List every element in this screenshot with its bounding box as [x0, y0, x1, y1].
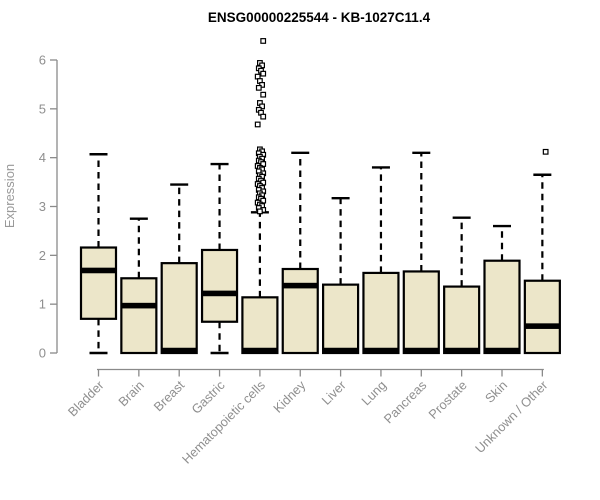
box-group-unknown-other [523, 148, 561, 355]
outlier-point-hematopoietic-cells [259, 62, 265, 69]
iqr-box-bladder [79, 246, 118, 320]
median-line-liver [323, 347, 359, 354]
outlier-point-hematopoietic-cells [260, 179, 267, 186]
x-tick-label-kidney: Kidney [270, 377, 309, 416]
outlier-point-hematopoietic-cells [255, 84, 262, 91]
median-line-hematopoietic-cells [242, 347, 278, 354]
x-tick-label-liver: Liver [318, 377, 349, 408]
x-tick-label-breast: Breast [151, 377, 188, 414]
median-line-prostate [444, 347, 480, 354]
box-group-hematopoietic-cells [241, 38, 279, 355]
iqr-box-lung [362, 271, 400, 355]
iqr-box-hematopoietic-cells [241, 296, 279, 355]
box-group-lung [362, 166, 400, 355]
iqr-box-gastric [200, 248, 239, 323]
x-tick-label-pancreas: Pancreas [381, 378, 430, 427]
median-line-breast [161, 347, 197, 354]
y-tick-label-0: 0 [39, 346, 46, 361]
outlier-point-hematopoietic-cells [259, 103, 265, 110]
y-tick-label-6: 6 [39, 53, 46, 68]
chart-title: ENSG00000225544 - KB-1027C11.4 [208, 10, 431, 25]
median-line-lung [363, 347, 399, 354]
x-tick-label-skin: Skin [482, 378, 510, 406]
y-axis-label: Expression [2, 164, 17, 228]
x-tick-label-prostate: Prostate [425, 378, 469, 422]
outlier-point-hematopoietic-cells [260, 197, 267, 204]
y-axis: 0 1 2 3 4 5 6 [39, 53, 58, 361]
box-group-bladder [79, 153, 118, 355]
median-line-gastric [202, 290, 238, 297]
x-tick-label-lung: Lung [358, 378, 389, 409]
x-tick-label-unknown-other: Unknown / Other [472, 377, 551, 456]
box-group-prostate [443, 216, 481, 355]
outlier-point-hematopoietic-cells [260, 38, 267, 44]
median-line-kidney [282, 282, 318, 289]
box-series [79, 38, 561, 355]
y-tick-label-5: 5 [39, 101, 46, 116]
iqr-box-skin [483, 259, 521, 355]
box-group-brain [120, 217, 158, 355]
y-tick-label-4: 4 [39, 150, 46, 165]
x-tick-label-brain: Brain [115, 378, 147, 410]
y-tick-label-1: 1 [39, 297, 46, 312]
outlier-point-hematopoietic-cells [257, 208, 263, 215]
outlier-point-hematopoietic-cells [260, 91, 267, 98]
iqr-box-kidney [281, 267, 319, 355]
outlier-point-hematopoietic-cells [260, 161, 267, 167]
outlier-point-hematopoietic-cells [259, 82, 265, 88]
x-tick-label-gastric: Gastric [188, 377, 228, 417]
y-tick-label-2: 2 [39, 248, 46, 263]
box-group-skin [483, 224, 521, 355]
x-tick-label-bladder: Bladder [65, 377, 107, 419]
iqr-box-breast [160, 262, 198, 355]
box-group-liver [322, 196, 360, 355]
median-line-brain [121, 302, 157, 309]
box-group-gastric [200, 162, 239, 355]
outlier-point-hematopoietic-cells [260, 70, 267, 77]
median-line-bladder [81, 267, 116, 274]
box-group-breast [160, 183, 198, 355]
box-group-kidney [281, 151, 319, 355]
box-group-pancreas [402, 151, 440, 355]
median-line-skin [484, 347, 520, 354]
iqr-box-pancreas [402, 270, 440, 355]
iqr-box-liver [322, 283, 360, 355]
median-line-pancreas [403, 347, 439, 354]
iqr-box-brain [120, 277, 158, 355]
iqr-box-prostate [443, 285, 481, 355]
outlier-point-hematopoietic-cells [260, 113, 267, 120]
outlier-point-hematopoietic-cells [254, 121, 261, 128]
iqr-box-unknown-other [523, 279, 561, 355]
outlier-point-unknown-other [542, 148, 549, 155]
median-line-unknown-other [524, 323, 560, 329]
y-tick-label-3: 3 [39, 199, 46, 214]
